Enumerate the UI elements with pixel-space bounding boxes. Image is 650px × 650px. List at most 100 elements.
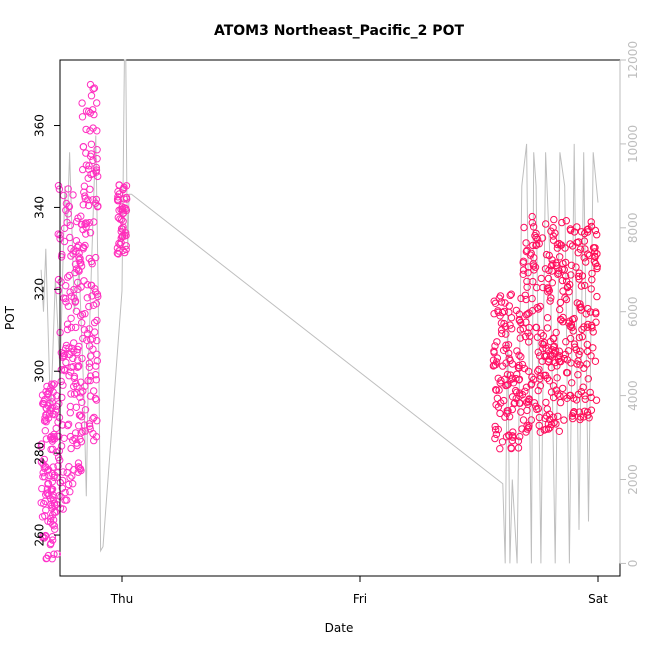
data-point [85,219,94,227]
y-tick-label: 340 [33,196,47,219]
data-point [591,226,600,235]
data-point [550,342,558,350]
x-tick-label: Sat [588,592,608,606]
data-point [515,376,523,384]
data-point [592,308,600,316]
data-point [490,361,498,370]
data-point [66,488,74,496]
data-point [593,231,601,239]
data-point [573,299,581,307]
data-point [560,392,568,400]
data-point [89,301,98,309]
data-point [49,381,57,389]
data-point [561,350,570,359]
data-point [549,260,557,268]
data-point [532,229,540,238]
data-point [548,267,556,275]
data-point [44,479,52,487]
data-point [540,426,548,434]
data-point [494,403,503,411]
data-point [584,411,592,419]
data-point [492,430,501,439]
data-point [91,371,100,379]
data-point [119,217,127,226]
data-point [41,395,49,404]
data-point [50,550,58,558]
data-point [119,225,127,233]
data-point [54,275,63,284]
data-point [41,473,49,481]
data-point [117,215,126,224]
x-tick-label: Fri [353,592,367,606]
altitude-line [40,59,599,564]
data-point [500,396,508,405]
data-point [115,181,123,189]
y2-tick-label: 4000 [626,380,640,411]
data-point [71,268,79,277]
data-point [81,220,89,229]
data-point [553,362,561,370]
data-point [532,402,540,410]
data-point [91,288,100,296]
data-point [78,413,86,421]
data-point [92,376,101,384]
data-point [519,257,528,265]
data-point [584,225,592,233]
data-point [91,328,99,336]
data-point [77,312,85,320]
data-point [583,347,592,356]
data-point [515,316,524,325]
data-point [518,360,527,369]
data-point [556,298,565,307]
data-point [542,220,550,228]
data-point [78,354,86,363]
data-point [536,302,544,311]
data-point [79,143,88,151]
data-point [502,341,510,349]
data-point [491,426,500,434]
data-point [570,314,578,323]
data-point [581,281,589,290]
data-point [562,295,571,304]
data-point [583,340,591,349]
data-point [90,436,98,445]
data-point [94,292,102,301]
data-point [72,379,80,388]
data-point [85,359,94,367]
data-point [587,218,595,226]
data-point [61,496,69,504]
data-point [490,347,498,355]
data-point [501,413,509,421]
data-point [561,294,569,302]
data-point [498,438,507,446]
data-point [552,386,560,394]
y2-tick-label: 0 [626,560,640,568]
data-point [517,353,525,361]
data-point [47,380,56,388]
data-point [69,363,77,371]
data-point [78,220,86,229]
data-point [554,270,562,278]
points-layer [37,80,601,563]
data-point [574,371,582,379]
data-point [512,394,520,403]
data-point [491,434,499,443]
data-point [494,425,502,434]
data-point [87,92,96,100]
data-point [85,162,93,170]
data-point [86,372,95,380]
data-point [80,277,88,285]
data-point [544,288,552,296]
y-tick-label: 360 [33,114,47,137]
data-point [64,273,72,281]
data-point [528,219,536,227]
data-point [85,363,94,371]
data-point [534,386,542,395]
data-point [522,239,530,247]
data-point [539,344,547,353]
data-point [85,325,93,333]
data-point [591,357,600,365]
data-point [535,240,543,248]
data-point [66,288,74,296]
data-point [514,444,523,452]
